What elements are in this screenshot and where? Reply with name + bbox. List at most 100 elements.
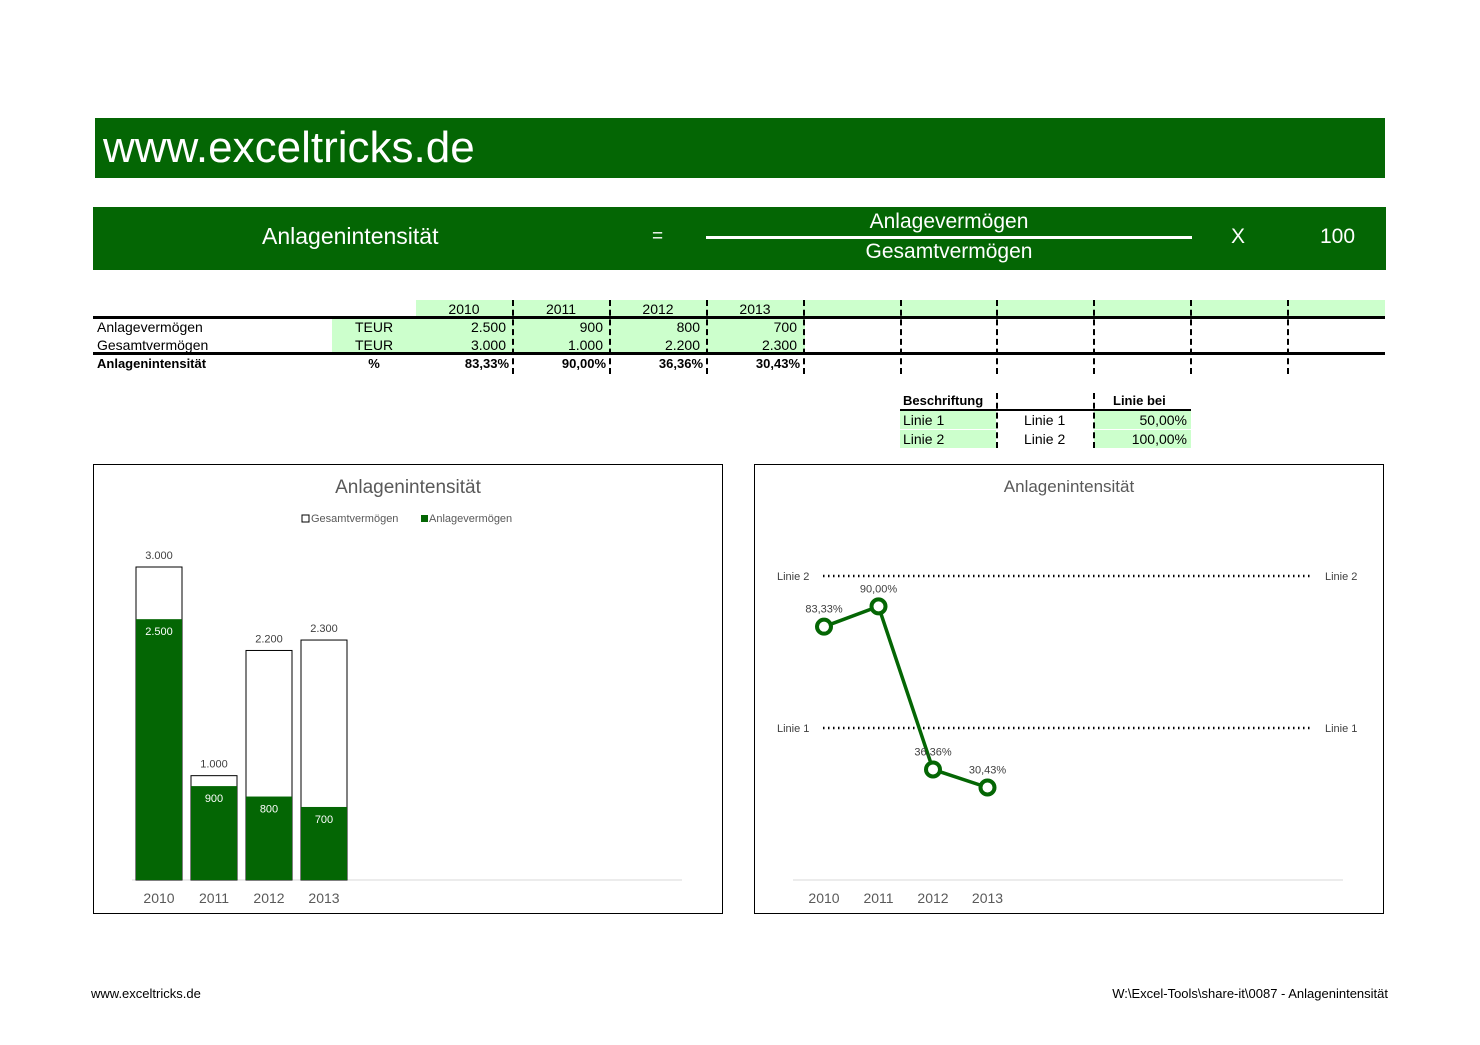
row-value: 2.500 — [470, 319, 506, 335]
row-value: 90,00% — [561, 356, 606, 371]
line-x-tick: 2012 — [917, 890, 948, 906]
row-label: Anlagenintensität — [97, 356, 207, 371]
unit-fill — [332, 319, 416, 354]
bar-label-anlage: 700 — [315, 814, 333, 826]
reference-label-left: Linie 2 — [777, 571, 809, 583]
intensity-line — [823, 604, 989, 790]
column-separator — [803, 300, 805, 374]
column-separator — [996, 393, 998, 448]
row-unit: % — [368, 356, 380, 371]
intensity-label: 30,43% — [969, 764, 1007, 776]
bar-anlagevermoegen — [246, 796, 292, 880]
bar-label-anlage: 2.500 — [145, 626, 173, 638]
row-value: 3.000 — [470, 337, 506, 353]
footer-right: W:\Excel-Tools\share-it\0087 - Anlagenin… — [1112, 986, 1388, 1001]
line-label: Linie 2 — [1024, 431, 1066, 447]
fraction-bar — [706, 236, 1192, 239]
bar-legend: Gesamtvermögen Anlagevermögen — [301, 513, 512, 525]
legend-label-anlage: Anlagevermögen — [429, 513, 512, 525]
line-chart: Linie 1 Linie 1 Linie 2 Linie 2 83,33% 2010 90… — [777, 571, 1357, 906]
footer-left: www.exceltricks.de — [91, 986, 201, 1001]
column-separator — [1190, 300, 1192, 374]
year-header: 2010 — [448, 301, 480, 317]
formula-numerator: Anlagevermögen — [869, 210, 1029, 233]
row-value: 36,36% — [658, 356, 703, 371]
intensity-point — [869, 597, 888, 616]
intensity-point — [815, 617, 833, 636]
bar-label-gesamt: 2.300 — [310, 623, 338, 635]
bar-label-gesamt: 3.000 — [145, 550, 173, 562]
row-unit: TEUR — [354, 319, 394, 335]
formula-times: X — [1231, 225, 1246, 248]
column-separator — [1093, 393, 1095, 448]
intensity-point — [924, 760, 942, 779]
row-value: 700 — [773, 319, 797, 335]
line-x-tick: 2011 — [863, 890, 893, 906]
site-title: www.exceltricks.de — [103, 123, 475, 172]
year-header: 2011 — [545, 301, 577, 317]
lines-header-label: Beschriftung — [903, 393, 984, 408]
legend-label-gesamt: Gesamtvermögen — [311, 513, 398, 525]
column-separator — [706, 300, 708, 374]
intensity-label: 36,36% — [914, 746, 952, 758]
row-value: 900 — [579, 319, 603, 335]
row-value: 83,33% — [464, 356, 509, 371]
column-separator — [512, 300, 514, 374]
bar-label-gesamt: 1.000 — [200, 759, 228, 771]
bar-x-tick: 2013 — [308, 890, 339, 906]
bar-chart-title: Anlagenintensität — [335, 477, 481, 498]
line-x-tick: 2013 — [972, 890, 1003, 906]
legend-swatch-gesamt — [301, 514, 310, 523]
row-value: 2.300 — [761, 337, 797, 353]
bar-x-tick: 2012 — [253, 890, 284, 906]
formula-lhs: Anlagenintensität — [262, 223, 439, 249]
bar-x-tick: 2010 — [143, 890, 174, 906]
bar-anlagevermoegen — [191, 786, 237, 880]
legend-swatch-anlage — [421, 515, 428, 522]
column-separator — [996, 300, 998, 374]
row-label: Anlagevermögen — [97, 319, 203, 335]
table-rule-top — [93, 316, 1385, 319]
line-value: 100,00% — [1094, 430, 1191, 448]
bar-anlagevermoegen — [301, 806, 347, 880]
line-value: 50,00% — [1094, 411, 1191, 429]
lines-table-rule — [900, 409, 1191, 411]
intensity-label: 90,00% — [860, 583, 898, 595]
row-value: 30,43% — [755, 356, 800, 371]
line-name: Linie 1 — [900, 411, 996, 429]
row-unit: TEUR — [354, 337, 394, 353]
column-separator — [1287, 300, 1289, 374]
header-banner: www.exceltricks.de — [95, 118, 1385, 178]
row-value: 1.000 — [567, 337, 603, 353]
line-chart-title: Anlagenintensität — [1003, 477, 1135, 496]
row-label: Gesamtvermögen — [97, 337, 209, 353]
bar-label-anlage: 900 — [205, 793, 223, 805]
year-header: 2012 — [642, 301, 674, 317]
column-separator — [900, 300, 902, 374]
bar-label-gesamt: 2.200 — [255, 633, 283, 645]
bar-anlagevermoegen — [136, 619, 182, 880]
table-rule-mid — [93, 352, 1385, 355]
formula-factor: 100 — [1320, 225, 1356, 248]
formula-equals: = — [652, 226, 664, 247]
row-value: 2.200 — [664, 337, 700, 353]
bar-label-anlage: 800 — [260, 804, 278, 816]
reference-label-right: Linie 2 — [1325, 571, 1357, 583]
line-label: Linie 1 — [1024, 412, 1066, 428]
row-value: 800 — [676, 319, 700, 335]
bar-chart-panel: Anlagenintensität Gesamtvermögen Anlagev… — [93, 464, 723, 914]
intensity-point — [978, 778, 997, 797]
line-name: Linie 2 — [900, 430, 996, 448]
reference-label-right: Linie 1 — [1325, 723, 1357, 735]
column-separator — [1093, 300, 1095, 374]
reference-label-left: Linie 1 — [777, 723, 809, 735]
bar-chart: Gesamtvermögen Anlagevermögen 3.000 2.500… — [132, 513, 682, 906]
intensity-label: 83,33% — [805, 604, 843, 616]
formula-denominator: Gesamtvermögen — [865, 240, 1033, 263]
column-separator — [609, 300, 611, 374]
line-x-tick: 2010 — [808, 890, 839, 906]
bar-x-tick: 2011 — [199, 890, 229, 906]
formula-banner: Anlagenintensität = Anlagevermögen Gesam… — [93, 207, 1386, 270]
lines-header-value: Linie bei — [1113, 393, 1166, 408]
